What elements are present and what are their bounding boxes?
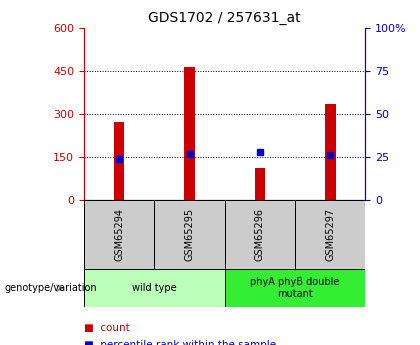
Text: genotype/variation: genotype/variation <box>4 283 97 293</box>
Text: ■  percentile rank within the sample: ■ percentile rank within the sample <box>84 340 276 345</box>
Text: GSM65295: GSM65295 <box>184 208 194 261</box>
Bar <box>155 200 225 269</box>
Text: GSM65297: GSM65297 <box>325 208 335 261</box>
Bar <box>184 67 195 200</box>
Bar <box>114 122 124 200</box>
Bar <box>84 269 225 307</box>
Bar <box>255 168 265 200</box>
Text: ■  count: ■ count <box>84 323 130 333</box>
Bar <box>225 200 295 269</box>
Title: GDS1702 / 257631_at: GDS1702 / 257631_at <box>148 11 301 25</box>
Text: phyA phyB double
mutant: phyA phyB double mutant <box>250 277 340 299</box>
Text: wild type: wild type <box>132 283 177 293</box>
Text: GSM65296: GSM65296 <box>255 208 265 261</box>
Text: GSM65294: GSM65294 <box>114 208 124 261</box>
Bar <box>84 200 155 269</box>
Bar <box>225 269 365 307</box>
Bar <box>325 104 336 200</box>
Bar <box>295 200 365 269</box>
